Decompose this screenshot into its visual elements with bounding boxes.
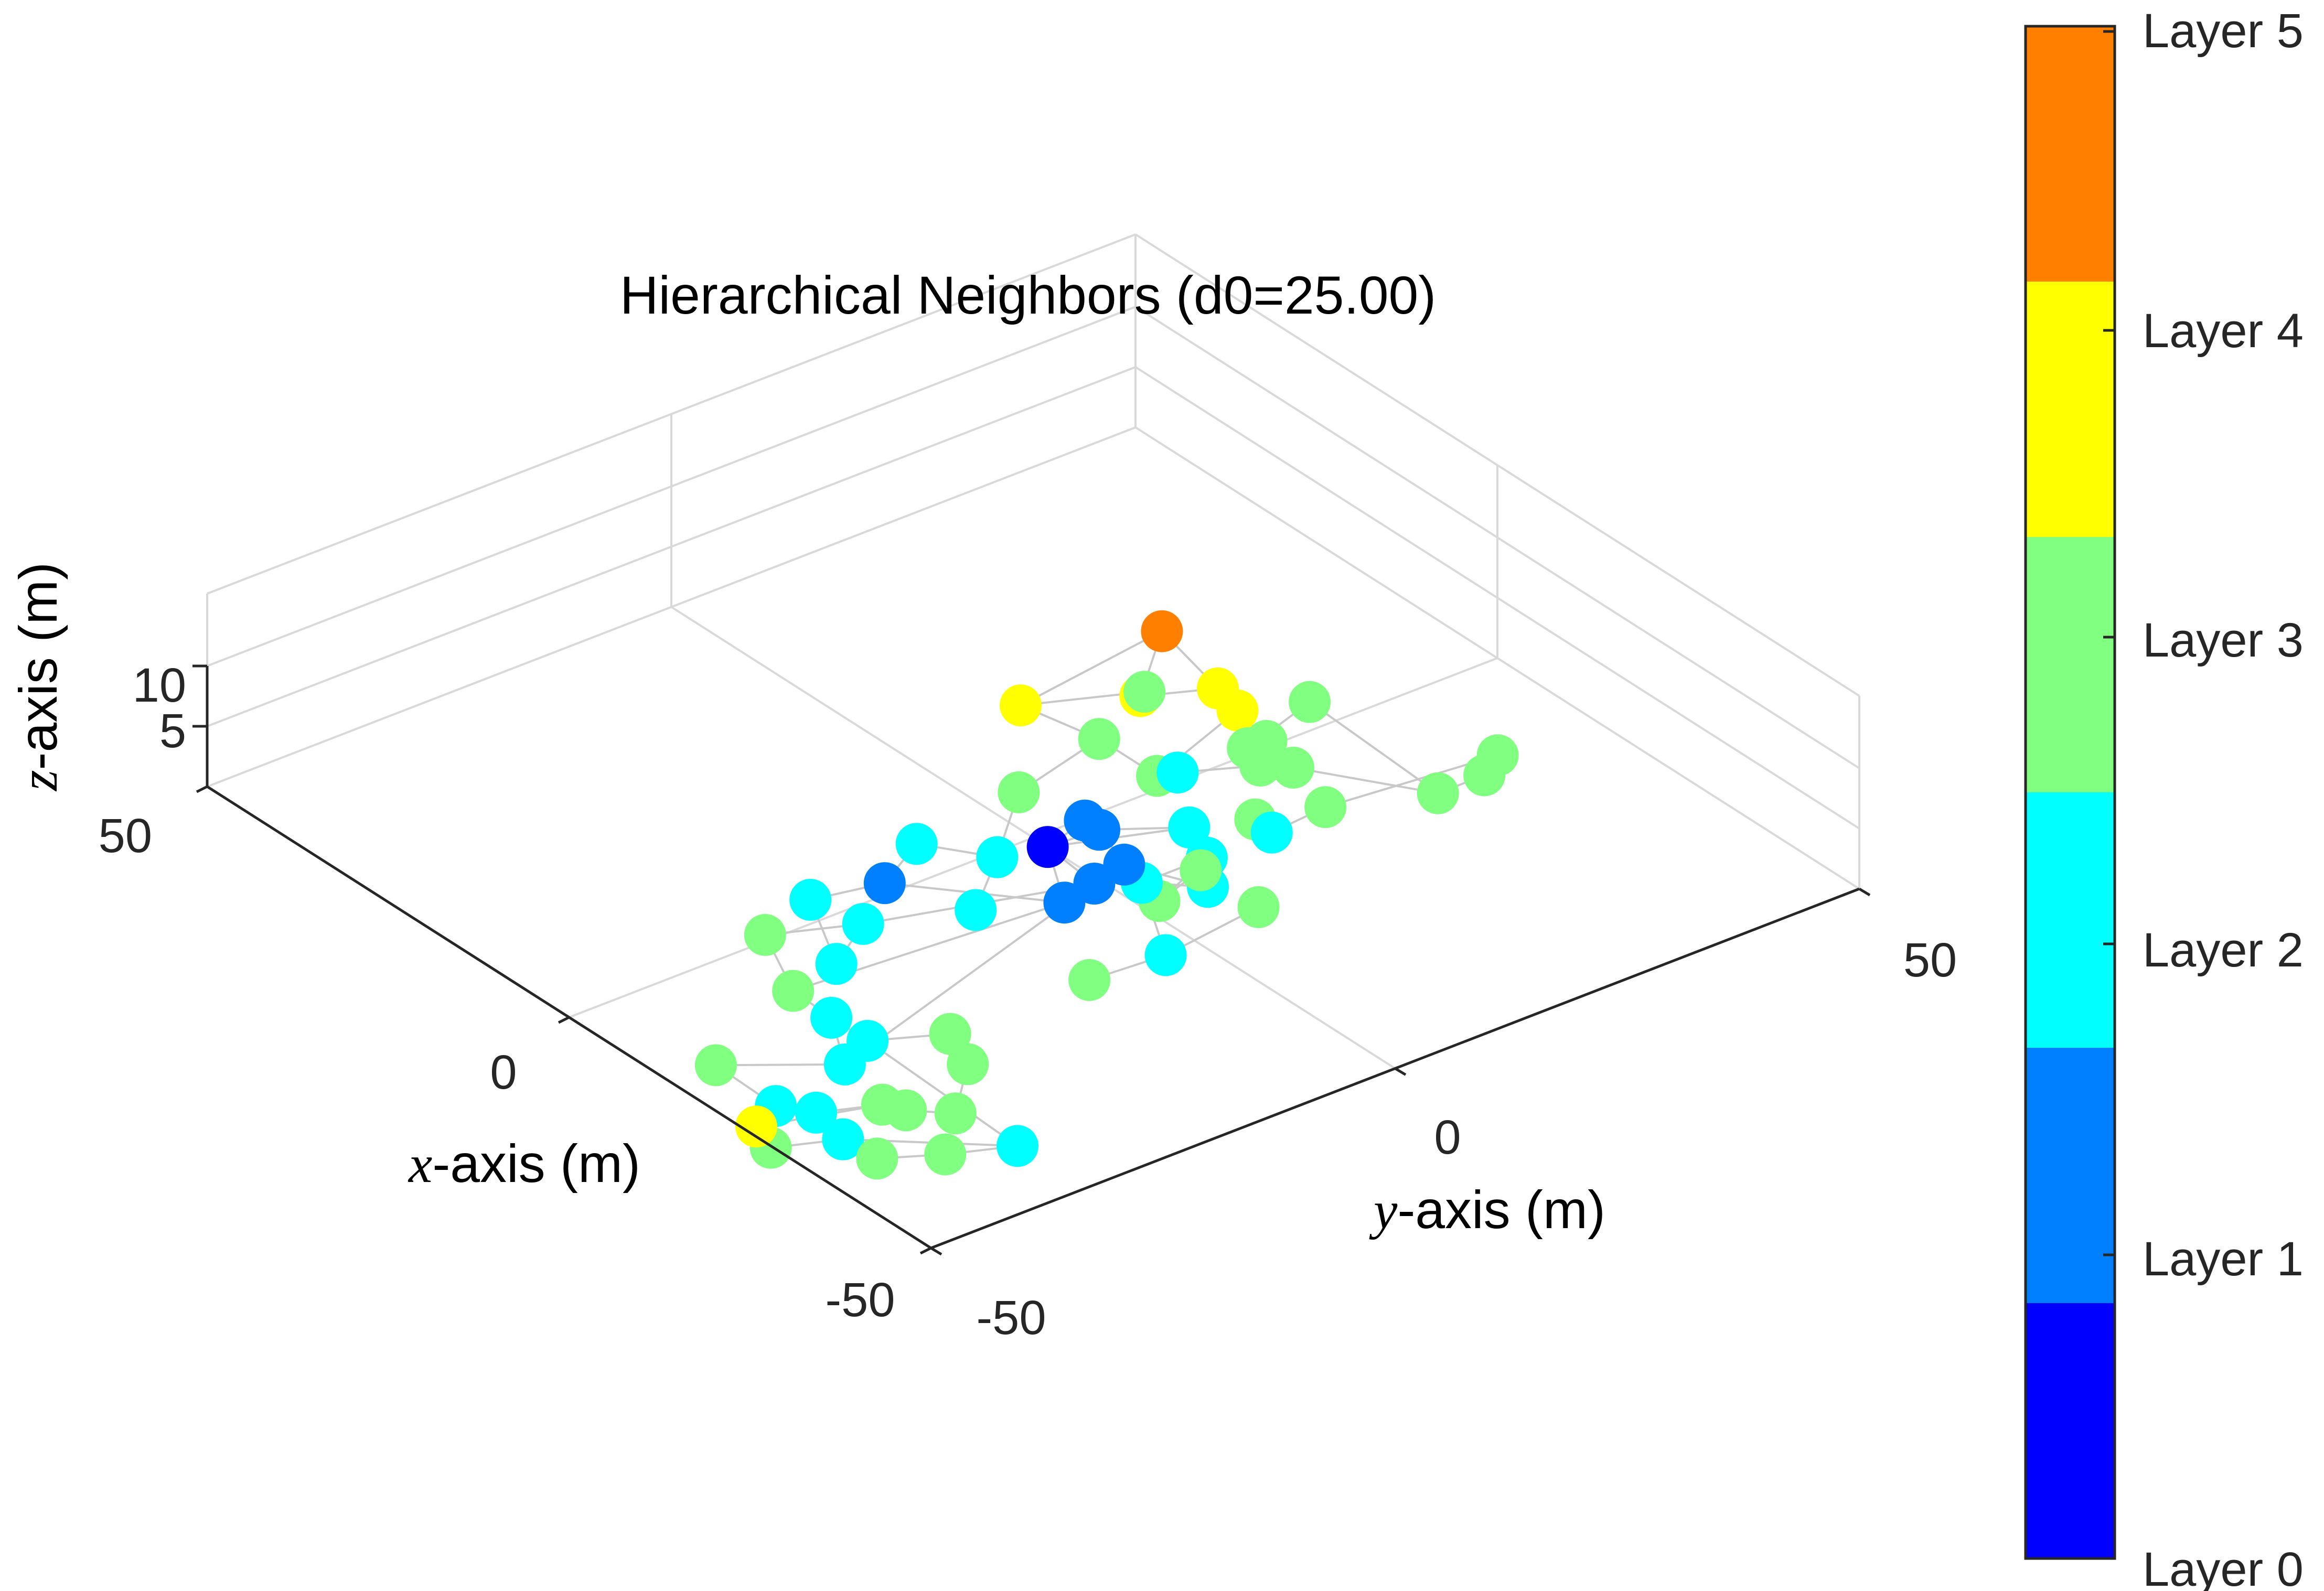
- node-marker-layer-3: [934, 1092, 977, 1135]
- colorbar-label: Layer 5: [2143, 4, 2304, 58]
- node-marker-layer-2: [955, 889, 997, 931]
- z-axis-unit: -axis (m): [8, 562, 68, 770]
- node-marker-layer-1: [1064, 799, 1106, 842]
- colorbar-segment: [2026, 1303, 2115, 1558]
- node-marker-layer-2: [795, 1091, 837, 1134]
- y-tick-label: -50: [977, 1291, 1046, 1345]
- x-tick-label: 0: [490, 1046, 517, 1099]
- node-marker-layer-3: [1180, 849, 1222, 891]
- node-marker-layer-3: [772, 970, 815, 1012]
- node-marker-layer-3: [1123, 671, 1166, 713]
- node-marker-layer-4: [1000, 684, 1042, 727]
- axis-lines: [192, 664, 1871, 1256]
- colorbar-segment: [2026, 282, 2115, 537]
- colorbar-segment: [2026, 26, 2115, 282]
- node-marker-layer-3: [744, 913, 786, 956]
- node-marker-layer-2: [976, 836, 1019, 878]
- y-tick-mark: [1394, 1067, 1407, 1076]
- y-axis-title: y-axis (m): [1369, 1180, 1605, 1240]
- node-marker-layer-1: [1073, 863, 1116, 905]
- neighbor-link: [1020, 630, 1163, 706]
- y-tick-label: 50: [1903, 933, 1957, 987]
- node-marker-layer-1: [1103, 843, 1145, 886]
- colorbar-label: Layer 4: [2143, 304, 2304, 358]
- colorbar: [2024, 25, 2116, 1560]
- neighbor-link: [1293, 766, 1438, 794]
- node-marker-layer-3: [1476, 734, 1519, 777]
- node-marker-layer-5: [1141, 610, 1183, 652]
- node-marker-layer-2: [1250, 811, 1293, 854]
- z-tick-label: 10: [133, 659, 186, 712]
- y-tick-mark: [930, 1246, 943, 1256]
- x-tick-label: -50: [826, 1273, 895, 1327]
- node-marker-layer-3: [856, 1137, 898, 1180]
- y-tick-mark: [1858, 887, 1871, 897]
- node-marker-layer-3: [1272, 746, 1314, 789]
- node-marker-layer-3: [998, 771, 1040, 813]
- node-marker-layer-1: [863, 862, 906, 905]
- node-marker-layer-2: [823, 1043, 866, 1085]
- node-marker-layer-3: [1289, 681, 1331, 723]
- colorbar-segment: [2026, 537, 2115, 792]
- node-marker-layer-4: [1216, 689, 1259, 732]
- node-marker-layer-4: [735, 1105, 777, 1148]
- colorbar-label: Layer 2: [2143, 923, 2304, 977]
- node-marker-layer-3: [1068, 959, 1111, 1001]
- x-tick-mark: [558, 1016, 570, 1024]
- node-marker-layer-2: [815, 943, 858, 985]
- neighbor-link: [1309, 701, 1439, 794]
- x-axis-variable: x: [408, 1135, 432, 1194]
- colorbar-segment: [2026, 792, 2115, 1048]
- node-marker-layer-2: [1144, 934, 1187, 976]
- node-marker-layer-2: [1156, 751, 1199, 794]
- neighbor-link: [715, 1063, 845, 1067]
- x-tick-label: 50: [99, 809, 152, 863]
- node-marker-layer-3: [929, 1013, 971, 1055]
- node-marker-layer-2: [842, 902, 884, 945]
- node-marker-layer-3: [885, 1089, 927, 1132]
- x-tick-mark: [919, 1246, 932, 1255]
- colorbar-label: Layer 1: [2143, 1232, 2304, 1286]
- neighbor-link: [866, 1040, 1019, 1147]
- node-marker-layer-2: [1168, 806, 1211, 848]
- node-marker-layer-3: [1304, 786, 1347, 829]
- colorbar-frame: [2024, 25, 2116, 1560]
- node-marker-layer-3: [1237, 886, 1280, 928]
- colorbar-label: Layer 3: [2143, 614, 2304, 667]
- node-marker-layer-2: [997, 1125, 1038, 1167]
- z-axis-title: z-axis (m): [8, 562, 69, 792]
- node-marker-layer-3: [947, 1043, 989, 1085]
- node-marker-layer-1: [1043, 882, 1086, 924]
- node-marker-layer-2: [822, 1118, 864, 1160]
- x-tick-mark: [196, 785, 208, 793]
- z-axis-variable: z: [9, 770, 69, 792]
- colorbar-label: Layer 0: [2143, 1543, 2304, 1591]
- node-marker-layer-2: [789, 878, 832, 921]
- node-marker-layer-3: [924, 1133, 967, 1176]
- node-marker-layer-2: [895, 823, 938, 865]
- node-marker-layer-3: [1417, 772, 1459, 814]
- x-axis-unit: -axis (m): [432, 1134, 640, 1194]
- node-marker-layer-2: [810, 996, 853, 1039]
- z-tick-label: 5: [159, 704, 186, 758]
- y-tick-label: 0: [1434, 1111, 1461, 1164]
- x-axis-title: x-axis (m): [408, 1134, 640, 1194]
- y-axis-variable: y: [1369, 1181, 1398, 1240]
- y-axis-unit: -axis (m): [1397, 1180, 1605, 1240]
- node-markers: [694, 610, 1519, 1180]
- node-marker-layer-3: [1239, 744, 1281, 787]
- node-marker-layer-3: [694, 1044, 737, 1087]
- colorbar-segment: [2026, 1048, 2115, 1303]
- node-marker-layer-0: [1026, 826, 1069, 868]
- node-marker-layer-3: [1078, 718, 1120, 760]
- chart-title: Hierarchical Neighbors (d0=25.00): [620, 265, 1436, 325]
